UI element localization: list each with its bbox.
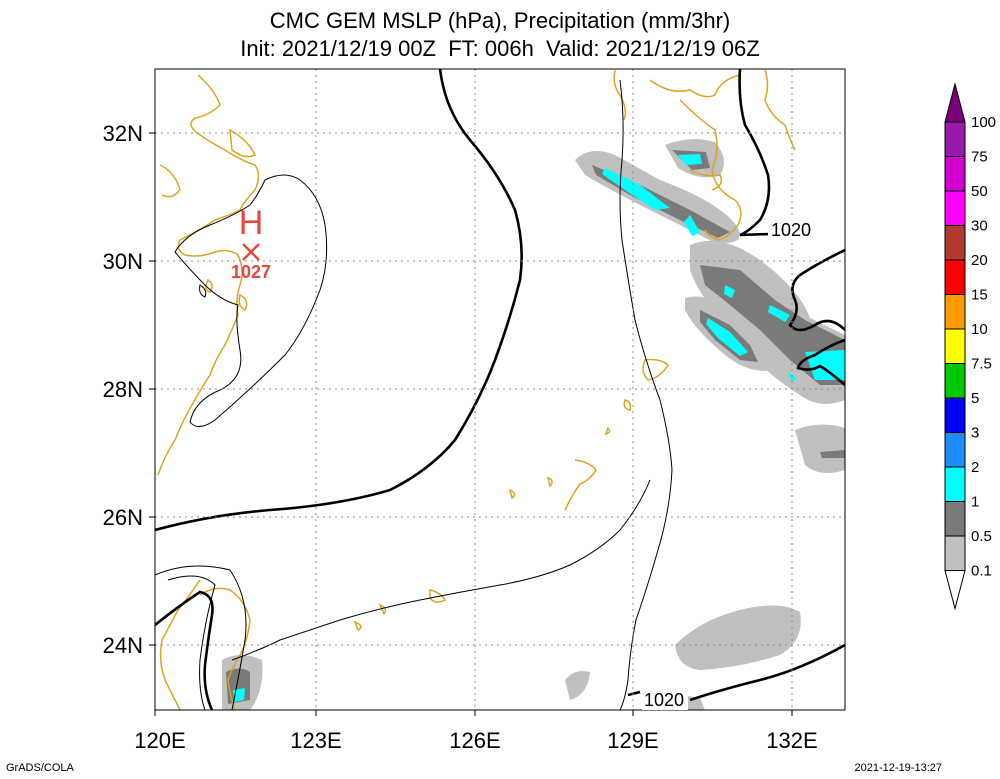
lon-label-129e: 129E (607, 728, 658, 753)
isobar-label-1020-east: 1020 (771, 220, 811, 240)
high-pressure-letter: H (239, 204, 264, 242)
colorbar-bottom-triangle (944, 570, 966, 611)
colorbar-label: 20 (971, 252, 988, 269)
map-title-line1: CMC GEM MSLP (hPa), Precipitation (mm/3h… (269, 8, 731, 33)
colorbar-swatch (944, 121, 966, 157)
map-title-line2: Init: 2021/12/19 00Z FT: 006h Valid: 202… (240, 36, 760, 61)
colorbar-label: 30 (971, 218, 988, 235)
colorbar-label: 2 (971, 459, 979, 476)
colorbar-swatch (944, 190, 966, 226)
colorbar-label: 0.5 (971, 528, 992, 545)
colorbar-top-triangle (944, 82, 966, 123)
lon-label-120e: 120E (134, 728, 185, 753)
colorbar-label: 5 (971, 390, 979, 407)
high-center-cross-icon (242, 243, 260, 261)
colorbar-label: 15 (971, 287, 988, 304)
isobar-1024-layer (155, 79, 673, 710)
precipitation-colorbar: 100 75 50 30 20 15 10 7.5 5 3 2 1 0.5 0.1 (944, 82, 996, 611)
colorbar-swatch (944, 363, 966, 399)
colorbar-swatch (944, 225, 966, 261)
lat-label-30n: 30N (103, 249, 143, 274)
colorbar-swatch (944, 397, 966, 433)
colorbar-label: 50 (971, 183, 988, 200)
colorbar-swatch (944, 466, 966, 502)
precipitation-layer (222, 139, 845, 710)
colorbar-swatch (944, 328, 966, 364)
isobar-label-bg-1 (768, 219, 814, 239)
high-pressure-value: 1027 (231, 262, 271, 282)
colorbar-swatch (944, 501, 966, 537)
isobar-1020-layer (155, 69, 845, 710)
colorbar-label: 3 (971, 425, 979, 442)
colorbar-label: 10 (971, 321, 988, 338)
isobar-label-1020-south: 1020 (644, 690, 684, 710)
colorbar-label: 7.5 (971, 356, 992, 373)
lat-label-26n: 26N (103, 505, 143, 530)
colorbar-label: 0.1 (971, 563, 992, 580)
lon-label-126e: 126E (449, 728, 500, 753)
lat-label-32n: 32N (103, 121, 143, 146)
lon-label-132e: 132E (766, 728, 817, 753)
colorbar-swatch (944, 294, 966, 330)
lat-label-28n: 28N (103, 377, 143, 402)
colorbar-swatch (944, 259, 966, 295)
grid-lines (155, 69, 845, 710)
colorbar-swatch (944, 535, 966, 571)
axis-ticks (149, 132, 793, 716)
isobar-label-bg-2 (642, 690, 688, 710)
colorbar-swatch (944, 432, 966, 468)
colorbar-label: 1 (971, 494, 979, 511)
colorbar-swatch (944, 156, 966, 192)
footer-timestamp: 2021-12-19-13:27 (854, 762, 942, 774)
lat-label-24n: 24N (103, 633, 143, 658)
colorbar-label: 75 (971, 149, 988, 166)
high-pressure-center: H 1027 (231, 204, 271, 282)
footer-credit: GrADS/COLA (6, 762, 74, 774)
lon-label-123e: 123E (290, 728, 341, 753)
colorbar-label: 100 (971, 114, 996, 131)
